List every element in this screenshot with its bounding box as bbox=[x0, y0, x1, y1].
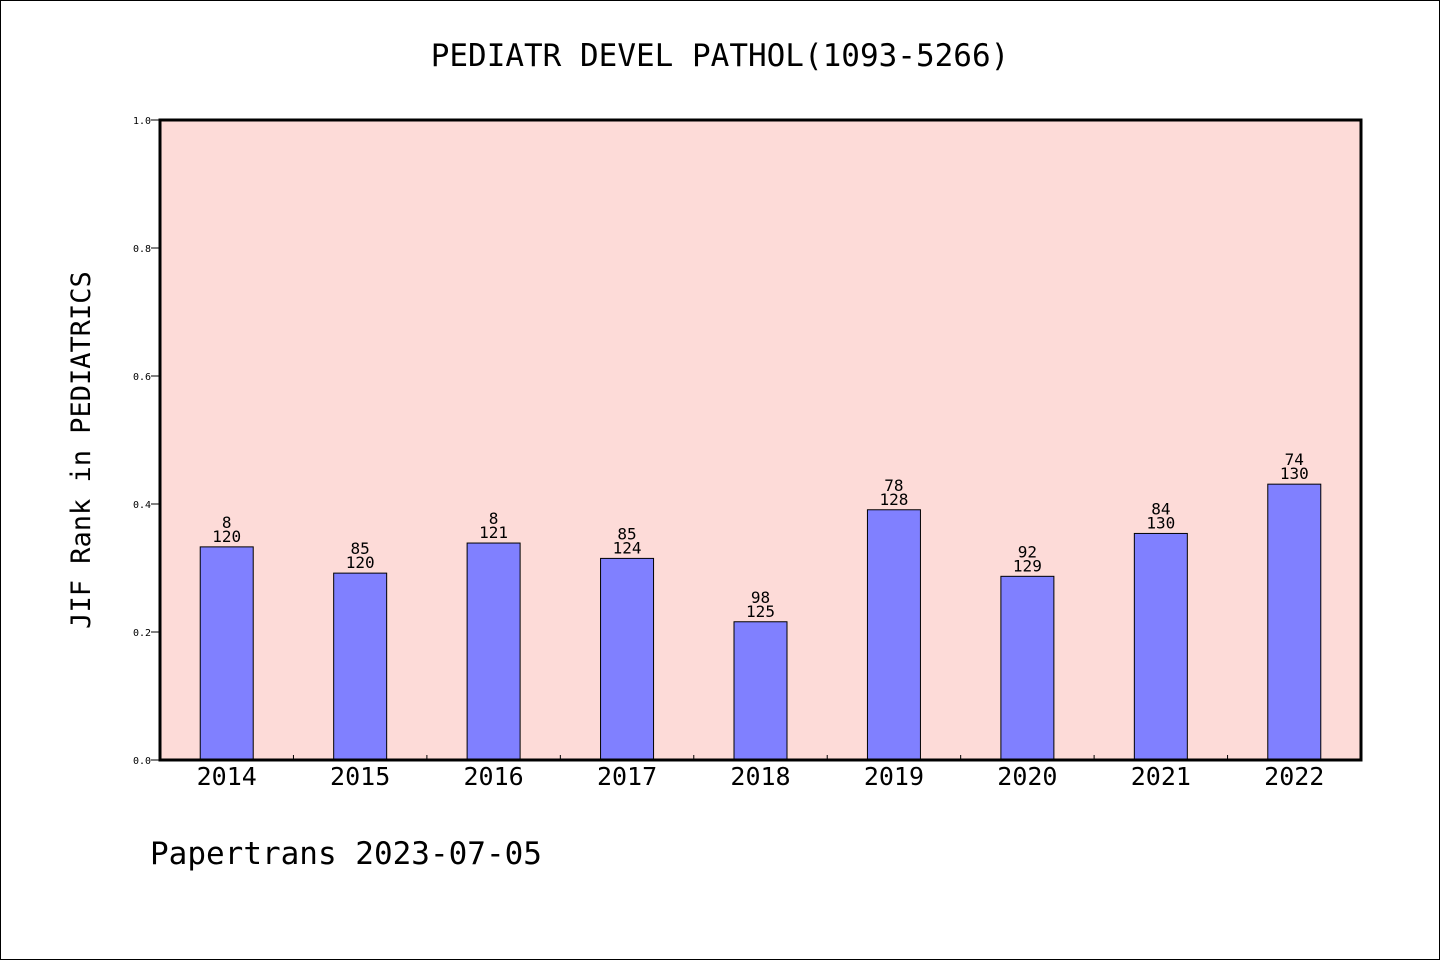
x-axis-ticks: 2014 2015 2016 2017 2018 2019 2020 2021 2022 bbox=[197, 755, 1324, 791]
x-tick-label: 2022 bbox=[1264, 762, 1324, 791]
bar-2019 bbox=[866, 509, 921, 761]
chart-title: PEDIATR DEVEL PATHOL(1093-5266) bbox=[431, 38, 1010, 74]
bar-total-label: 120 bbox=[346, 553, 375, 572]
bar-rank-label: 8 bbox=[489, 509, 499, 528]
x-tick-label: 2014 bbox=[197, 762, 257, 791]
bar-rank-label: 78 bbox=[884, 476, 903, 495]
y-axis-label: JIF Rank in PEDIATRICS bbox=[66, 271, 97, 629]
y-tick-label: 0.6 bbox=[133, 372, 151, 383]
bars-group bbox=[199, 483, 1322, 761]
bar-2018 bbox=[733, 621, 788, 761]
y-tick-label: 0.4 bbox=[133, 500, 151, 511]
x-tick-label: 2018 bbox=[730, 762, 790, 791]
y-tick-label: 0.8 bbox=[133, 244, 151, 255]
bar-rank-label: 92 bbox=[1018, 542, 1037, 561]
bar-total-label: 125 bbox=[746, 602, 775, 621]
bar-total-label: 129 bbox=[1013, 556, 1042, 575]
bar-rank-label: 84 bbox=[1151, 499, 1170, 518]
bar-2021 bbox=[1133, 532, 1188, 761]
x-tick-label: 2017 bbox=[597, 762, 657, 791]
bar-2020 bbox=[1000, 575, 1055, 761]
bar-2016 bbox=[466, 542, 521, 761]
bar-total-label: 121 bbox=[479, 523, 508, 542]
y-tick-label: 0.2 bbox=[133, 628, 151, 639]
bar-2014 bbox=[199, 546, 254, 761]
y-axis-ticks: 0.0 0.2 0.4 0.6 0.8 1.0 bbox=[133, 116, 160, 767]
bar-rank-label: 8 bbox=[222, 513, 232, 532]
x-tick-label: 2015 bbox=[330, 762, 390, 791]
bar-rank-label: 98 bbox=[751, 588, 770, 607]
bar-2015 bbox=[333, 572, 388, 761]
footer-credit: Papertrans 2023-07-05 bbox=[150, 836, 542, 872]
y-tick-label: 0.0 bbox=[133, 756, 151, 767]
bar-total-label: 124 bbox=[613, 538, 642, 557]
plot-border bbox=[158, 118, 1363, 762]
bar-total-label: 130 bbox=[1146, 513, 1175, 532]
bar-rank-label: 85 bbox=[351, 539, 370, 558]
y-tick-label: 1.0 bbox=[133, 116, 151, 127]
bar-rank-label: 85 bbox=[617, 524, 636, 543]
bar-total-label: 130 bbox=[1280, 464, 1309, 483]
x-tick-label: 2020 bbox=[997, 762, 1057, 791]
bar-2022 bbox=[1267, 483, 1322, 761]
x-tick-label: 2021 bbox=[1131, 762, 1191, 791]
bar-rank-label: 74 bbox=[1285, 450, 1304, 469]
x-tick-label: 2019 bbox=[864, 762, 924, 791]
bar-2017 bbox=[600, 557, 655, 761]
x-tick-label: 2016 bbox=[464, 762, 524, 791]
bar-total-label: 120 bbox=[212, 527, 241, 546]
bar-total-label: 128 bbox=[879, 490, 908, 509]
